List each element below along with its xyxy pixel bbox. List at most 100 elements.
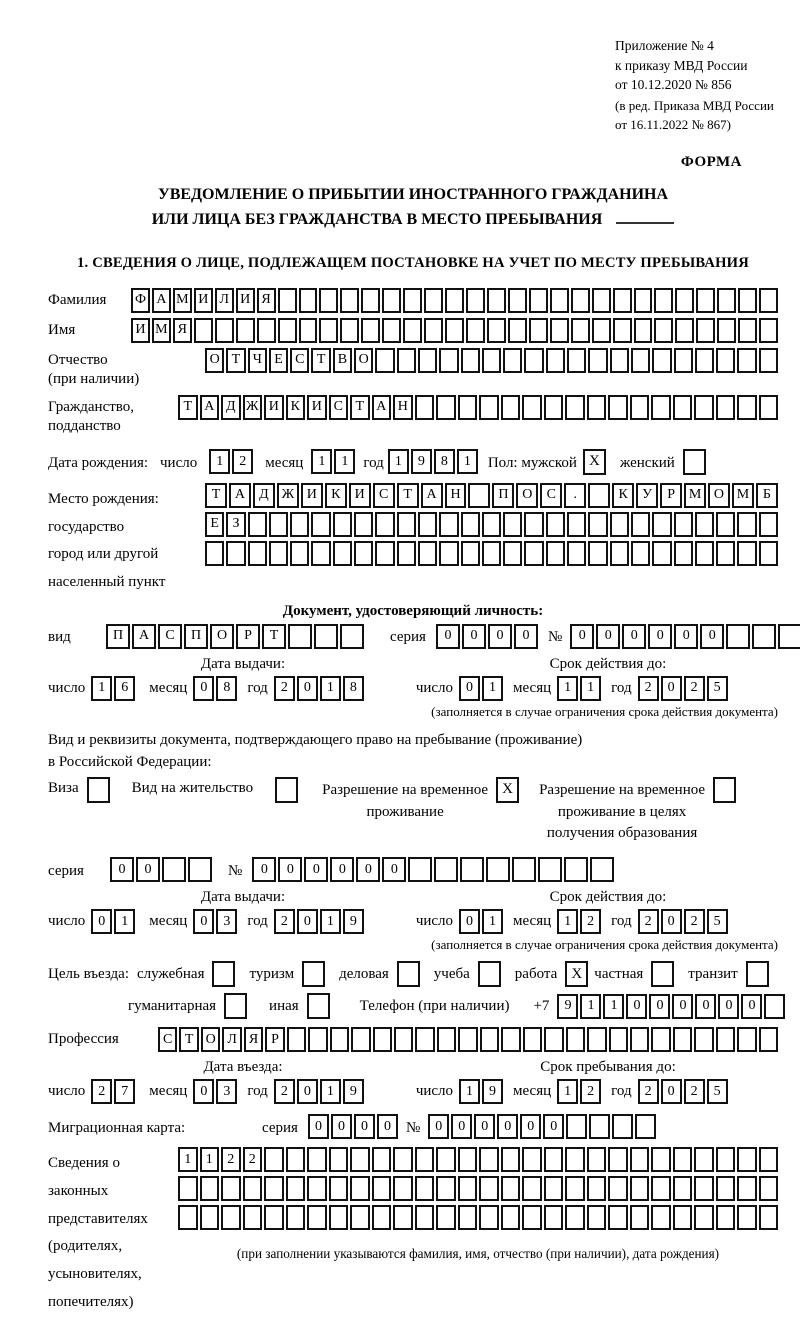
char-cell[interactable] [545, 511, 566, 537]
char-cell[interactable]: О [708, 482, 730, 508]
char-cell[interactable]: 8 [433, 449, 455, 475]
char-cell[interactable]: М [731, 482, 754, 508]
char-cell[interactable] [652, 540, 672, 566]
char-cell[interactable]: 0 [648, 623, 673, 649]
char-cell[interactable] [205, 540, 225, 566]
char-cell[interactable] [417, 347, 438, 373]
char-cell[interactable]: И [235, 287, 255, 313]
char-cell[interactable]: А [420, 482, 443, 508]
char-cell[interactable]: П [106, 623, 130, 649]
char-cell[interactable] [486, 317, 506, 343]
char-cell[interactable] [221, 1205, 241, 1231]
char-cell[interactable] [247, 540, 267, 566]
char-cell[interactable]: Д [221, 394, 241, 420]
char-cell[interactable] [737, 394, 757, 420]
char-cell[interactable]: 0 [451, 1114, 473, 1140]
char-cell[interactable] [481, 540, 502, 566]
char-cell[interactable] [298, 317, 318, 343]
char-cell[interactable]: Т [311, 347, 331, 373]
char-cell[interactable] [591, 287, 611, 313]
char-cell[interactable]: 2 [683, 909, 705, 935]
char-cell[interactable] [635, 1114, 657, 1140]
char-cell[interactable]: Б [755, 482, 778, 508]
char-cell[interactable] [319, 317, 339, 343]
char-cell[interactable]: 0 [330, 1114, 352, 1140]
char-cell[interactable] [382, 287, 402, 313]
char-cell[interactable] [759, 287, 779, 313]
char-cell[interactable]: 1 [557, 675, 579, 701]
char-cell[interactable]: Р [236, 623, 260, 649]
char-cell[interactable] [188, 857, 212, 883]
char-cell[interactable] [715, 1147, 735, 1173]
char-cell[interactable]: П [492, 482, 515, 508]
char-cell[interactable] [311, 511, 331, 537]
char-cell[interactable]: И [300, 482, 323, 508]
char-cell[interactable]: Я [256, 287, 276, 313]
char-cell[interactable] [633, 287, 653, 313]
char-cell[interactable]: 0 [660, 1079, 682, 1105]
residence-permit-checkbox[interactable] [275, 776, 299, 803]
char-cell[interactable] [524, 540, 544, 566]
char-cell[interactable]: 0 [91, 909, 113, 935]
char-cell[interactable]: 6 [114, 675, 136, 701]
char-cell[interactable] [629, 394, 649, 420]
char-cell[interactable] [460, 540, 480, 566]
char-cell[interactable] [543, 394, 563, 420]
char-cell[interactable] [328, 1147, 348, 1173]
char-cell[interactable] [758, 1147, 778, 1173]
char-cell[interactable] [439, 347, 459, 373]
purpose-transit-checkbox[interactable] [745, 961, 769, 988]
char-cell[interactable] [199, 1205, 219, 1231]
char-cell[interactable] [268, 511, 289, 537]
char-cell[interactable] [264, 1147, 284, 1173]
char-cell[interactable]: Д [252, 482, 275, 508]
char-cell[interactable] [522, 394, 542, 420]
char-cell[interactable] [694, 1027, 714, 1053]
char-cell[interactable]: Ж [242, 394, 262, 420]
char-cell[interactable] [235, 317, 255, 343]
char-cell[interactable] [277, 317, 297, 343]
char-cell[interactable] [479, 1147, 499, 1173]
char-cell[interactable] [460, 857, 485, 883]
char-cell[interactable] [612, 1114, 634, 1140]
char-cell[interactable] [694, 1147, 714, 1173]
char-cell[interactable] [522, 1205, 542, 1231]
char-cell[interactable]: О [354, 347, 374, 373]
char-cell[interactable]: 0 [626, 993, 648, 1019]
char-cell[interactable]: О [200, 1027, 221, 1053]
char-cell[interactable]: 0 [649, 993, 671, 1019]
char-cell[interactable] [414, 1176, 434, 1202]
purpose-private-checkbox[interactable] [651, 961, 675, 988]
char-cell[interactable] [543, 1205, 563, 1231]
char-cell[interactable] [586, 1205, 606, 1231]
char-cell[interactable] [778, 623, 800, 649]
char-cell[interactable]: 0 [513, 623, 538, 649]
char-cell[interactable] [672, 1205, 692, 1231]
char-cell[interactable] [445, 317, 464, 343]
char-cell[interactable]: С [540, 482, 563, 508]
char-cell[interactable]: 0 [596, 623, 621, 649]
char-cell[interactable] [242, 1205, 262, 1231]
char-cell[interactable] [361, 287, 381, 313]
char-cell[interactable] [609, 511, 629, 537]
char-cell[interactable] [178, 1205, 198, 1231]
char-cell[interactable]: 0 [428, 1114, 450, 1140]
char-cell[interactable] [340, 317, 360, 343]
char-cell[interactable]: К [324, 482, 347, 508]
char-cell[interactable] [586, 1176, 606, 1202]
char-cell[interactable] [507, 287, 527, 313]
char-cell[interactable]: 0 [356, 857, 381, 883]
char-cell[interactable]: В [332, 347, 353, 373]
char-cell[interactable] [715, 1027, 736, 1053]
char-cell[interactable] [549, 287, 569, 313]
char-cell[interactable] [503, 540, 523, 566]
char-cell[interactable]: 0 [136, 857, 160, 883]
char-cell[interactable] [651, 1027, 671, 1053]
char-cell[interactable]: 0 [296, 909, 318, 935]
char-cell[interactable] [758, 540, 779, 566]
char-cell[interactable]: 1 [459, 1079, 481, 1105]
char-cell[interactable] [672, 394, 692, 420]
char-cell[interactable] [737, 540, 757, 566]
char-cell[interactable] [543, 1176, 563, 1202]
char-cell[interactable]: 0 [461, 623, 486, 649]
